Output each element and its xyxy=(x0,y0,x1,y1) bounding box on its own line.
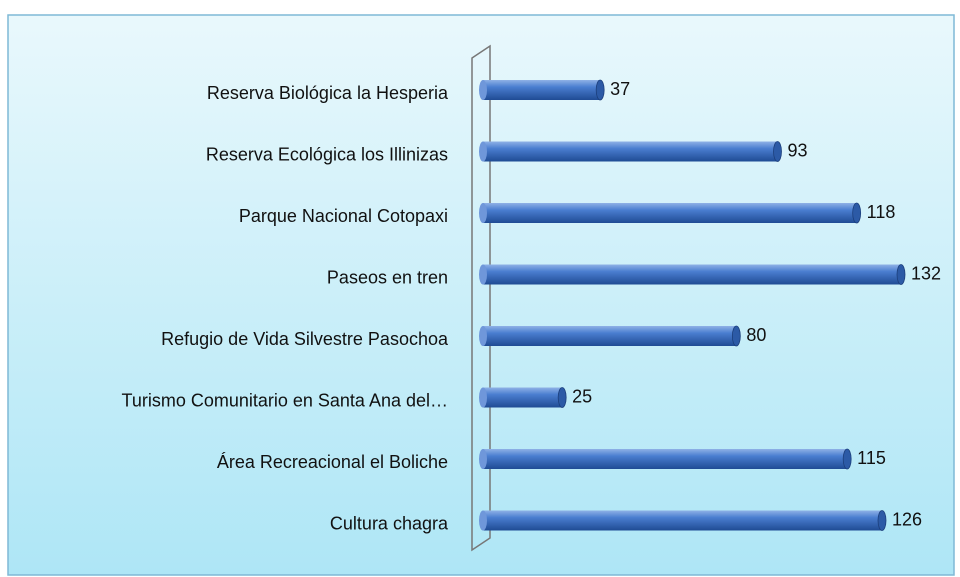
bar xyxy=(483,80,601,100)
category-label: Reserva Ecológica los Illinizas xyxy=(206,144,448,164)
value-label: 25 xyxy=(572,386,592,406)
category-label: Parque Nacional Cotopaxi xyxy=(239,206,448,226)
bar xyxy=(483,326,737,346)
value-label: 80 xyxy=(746,325,766,345)
value-label: 37 xyxy=(610,79,630,99)
bar-cap xyxy=(896,264,906,285)
category-label: Refugio de Vida Silvestre Pasochoa xyxy=(161,329,449,349)
bar-base xyxy=(479,510,487,531)
bar-base xyxy=(479,264,487,285)
bar-base xyxy=(479,80,487,100)
bar-cap xyxy=(731,325,741,347)
category-label: Área Recreacional el Boliche xyxy=(217,452,448,472)
bar xyxy=(483,203,857,223)
bar-base xyxy=(479,141,487,162)
bar-cap xyxy=(557,387,567,408)
value-label: 132 xyxy=(911,263,941,283)
category-label: Cultura chagra xyxy=(330,513,449,533)
category-label: Reserva Biológica la Hesperia xyxy=(207,83,449,103)
bar-base xyxy=(479,203,487,223)
category-label: Turismo Comunitario en Santa Ana del… xyxy=(122,390,449,410)
chart-background xyxy=(7,14,955,576)
bar xyxy=(483,141,778,162)
value-label: 115 xyxy=(857,448,886,468)
value-label: 118 xyxy=(867,202,896,222)
bar xyxy=(483,449,848,469)
bar-base xyxy=(479,326,487,346)
category-label: Paseos en tren xyxy=(327,267,448,287)
bar-cap xyxy=(852,202,862,224)
value-label: 126 xyxy=(892,509,922,529)
bar xyxy=(483,510,882,531)
bar-cap xyxy=(595,79,605,101)
bar-cap xyxy=(842,448,852,470)
bar xyxy=(483,387,563,408)
bar-base xyxy=(479,449,487,469)
bar-cap xyxy=(773,141,782,162)
axis-wall xyxy=(471,44,491,552)
bar xyxy=(483,264,901,285)
bar-base xyxy=(479,387,487,408)
value-label: 93 xyxy=(788,140,808,160)
bar-cap xyxy=(877,510,887,531)
